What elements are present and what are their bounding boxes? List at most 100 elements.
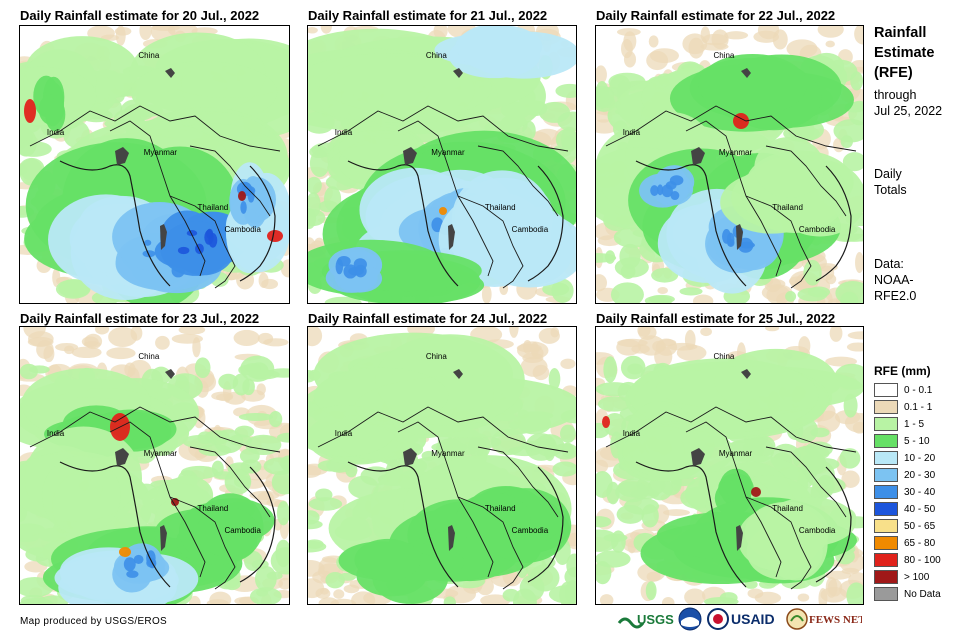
rainfall-map-24-jul: China India Myanmar Thailand Cambodia bbox=[307, 326, 577, 605]
sidebar-title-estimate: Estimate bbox=[874, 45, 935, 61]
sidebar-totals: Totals bbox=[874, 183, 907, 197]
legend-label: 10 - 20 bbox=[904, 452, 936, 464]
legend-swatch bbox=[874, 587, 898, 601]
map-label-cambodia: Cambodia bbox=[798, 526, 836, 536]
legend-label: 80 - 100 bbox=[904, 554, 941, 566]
map-label-china: China bbox=[425, 50, 447, 60]
legend-swatch bbox=[874, 434, 898, 448]
map-label-china: China bbox=[425, 351, 447, 361]
sidebar-title-rainfall: Rainfall bbox=[874, 25, 927, 41]
legend-item: 40 - 50 bbox=[874, 501, 935, 517]
map-label-india: India bbox=[622, 128, 641, 138]
rainfall-map-23-jul: China India Myanmar Thailand Cambodia bbox=[19, 326, 290, 605]
legend-item: 0.1 - 1 bbox=[874, 399, 932, 415]
map-label-thailand: Thailand bbox=[197, 203, 229, 213]
legend-label: 5 - 10 bbox=[904, 435, 930, 447]
legend-item: 1 - 5 bbox=[874, 416, 924, 432]
legend-label: 0.1 - 1 bbox=[904, 401, 933, 413]
legend-label: 65 - 80 bbox=[904, 537, 936, 549]
legend-item: 20 - 30 bbox=[874, 467, 935, 483]
usgs-logo: USGS bbox=[617, 607, 675, 631]
legend-item: 80 - 100 bbox=[874, 552, 941, 568]
legend-label: 40 - 50 bbox=[904, 503, 936, 515]
map-label-india: India bbox=[46, 128, 65, 138]
rainfall-map-21-jul: China India Myanmar Thailand Cambodia bbox=[307, 25, 577, 304]
noaa-logo bbox=[678, 607, 702, 631]
legend-swatch bbox=[874, 502, 898, 516]
legend-swatch bbox=[874, 400, 898, 414]
usaid-logo: USAID bbox=[707, 607, 783, 631]
map-label-cambodia: Cambodia bbox=[511, 225, 549, 235]
legend-swatch bbox=[874, 570, 898, 584]
panel-title-4: Daily Rainfall estimate for 23 Jul., 202… bbox=[20, 311, 260, 326]
panel-title-1: Daily Rainfall estimate for 20 Jul., 202… bbox=[20, 8, 260, 23]
legend-item: 65 - 80 bbox=[874, 535, 935, 551]
map-label-cambodia: Cambodia bbox=[511, 526, 549, 536]
map-label-thailand: Thailand bbox=[197, 504, 229, 514]
legend-label: 1 - 5 bbox=[904, 418, 925, 430]
map-label-myanmar: Myanmar bbox=[143, 147, 178, 157]
legend-item: 0 - 0.1 bbox=[874, 382, 932, 398]
sidebar-noaa: NOAA- bbox=[874, 273, 914, 287]
map-label-india: India bbox=[46, 429, 65, 439]
usgs-logo-text: USGS bbox=[637, 612, 674, 627]
map-label-china: China bbox=[138, 50, 160, 60]
legend-label: 50 - 65 bbox=[904, 520, 936, 532]
map-label-cambodia: Cambodia bbox=[798, 225, 836, 235]
map-label-india: India bbox=[622, 429, 641, 439]
legend-item: > 100 bbox=[874, 569, 929, 585]
legend-label: No Data bbox=[904, 588, 941, 600]
map-label-myanmar: Myanmar bbox=[431, 448, 465, 458]
sidebar-daily: Daily bbox=[874, 167, 902, 181]
map-graphic bbox=[20, 26, 289, 303]
map-label-china: China bbox=[713, 351, 735, 361]
map-label-china: China bbox=[713, 50, 735, 60]
map-label-thailand: Thailand bbox=[772, 504, 803, 514]
map-graphic bbox=[308, 327, 576, 604]
map-label-thailand: Thailand bbox=[484, 203, 516, 213]
legend-label: 0 - 0.1 bbox=[904, 384, 933, 396]
map-label-myanmar: Myanmar bbox=[143, 448, 178, 458]
legend-swatch bbox=[874, 536, 898, 550]
map-label-myanmar: Myanmar bbox=[431, 147, 465, 157]
legend-swatch bbox=[874, 417, 898, 431]
legend-item: 30 - 40 bbox=[874, 484, 935, 500]
fews-net-logo: FEWS NET bbox=[786, 607, 862, 631]
panel-title-6: Daily Rainfall estimate for 25 Jul., 202… bbox=[596, 311, 836, 326]
legend-item: 10 - 20 bbox=[874, 450, 935, 466]
rainfall-map-20-jul: China India Myanmar Thailand Cambodia bbox=[19, 25, 290, 304]
map-label-myanmar: Myanmar bbox=[718, 147, 753, 157]
map-graphic bbox=[596, 327, 863, 604]
legend-swatch bbox=[874, 451, 898, 465]
legend-item: 5 - 10 bbox=[874, 433, 930, 449]
map-label-thailand: Thailand bbox=[772, 203, 803, 213]
usgs-logo-graphic: USGS bbox=[617, 612, 674, 629]
legend-swatch bbox=[874, 553, 898, 567]
legend-label: 20 - 30 bbox=[904, 469, 936, 481]
map-graphic bbox=[596, 26, 863, 303]
map-graphic bbox=[20, 327, 289, 604]
map-label-cambodia: Cambodia bbox=[224, 225, 261, 235]
map-label-thailand: Thailand bbox=[484, 504, 516, 514]
panel-title-5: Daily Rainfall estimate for 24 Jul., 202… bbox=[308, 311, 548, 326]
noaa-logo-graphic bbox=[678, 607, 702, 631]
map-label-india: India bbox=[334, 128, 353, 138]
fews-net-logo-text: FEWS NET bbox=[809, 614, 862, 626]
map-label-myanmar: Myanmar bbox=[718, 448, 753, 458]
sidebar-rfe2: RFE2.0 bbox=[874, 289, 917, 303]
legend-item: 50 - 65 bbox=[874, 518, 935, 534]
sidebar-through-date: Jul 25, 2022 bbox=[874, 104, 943, 118]
map-label-cambodia: Cambodia bbox=[224, 526, 261, 536]
legend-label: 30 - 40 bbox=[904, 486, 936, 498]
rainfall-map-22-jul: China India Myanmar Thailand Cambodia bbox=[595, 25, 864, 304]
map-graphic bbox=[308, 26, 576, 303]
map-credit: Map produced by USGS/EROS bbox=[20, 616, 168, 627]
legend-swatch bbox=[874, 468, 898, 482]
map-label-china: China bbox=[138, 351, 160, 361]
legend-swatch bbox=[874, 519, 898, 533]
sidebar-data: Data: bbox=[874, 257, 904, 271]
map-label-india: India bbox=[334, 429, 353, 439]
fews-net-logo-graphic: FEWS NET bbox=[786, 608, 862, 630]
panel-title-2: Daily Rainfall estimate for 21 Jul., 202… bbox=[308, 8, 548, 23]
legend-label: > 100 bbox=[904, 571, 930, 583]
